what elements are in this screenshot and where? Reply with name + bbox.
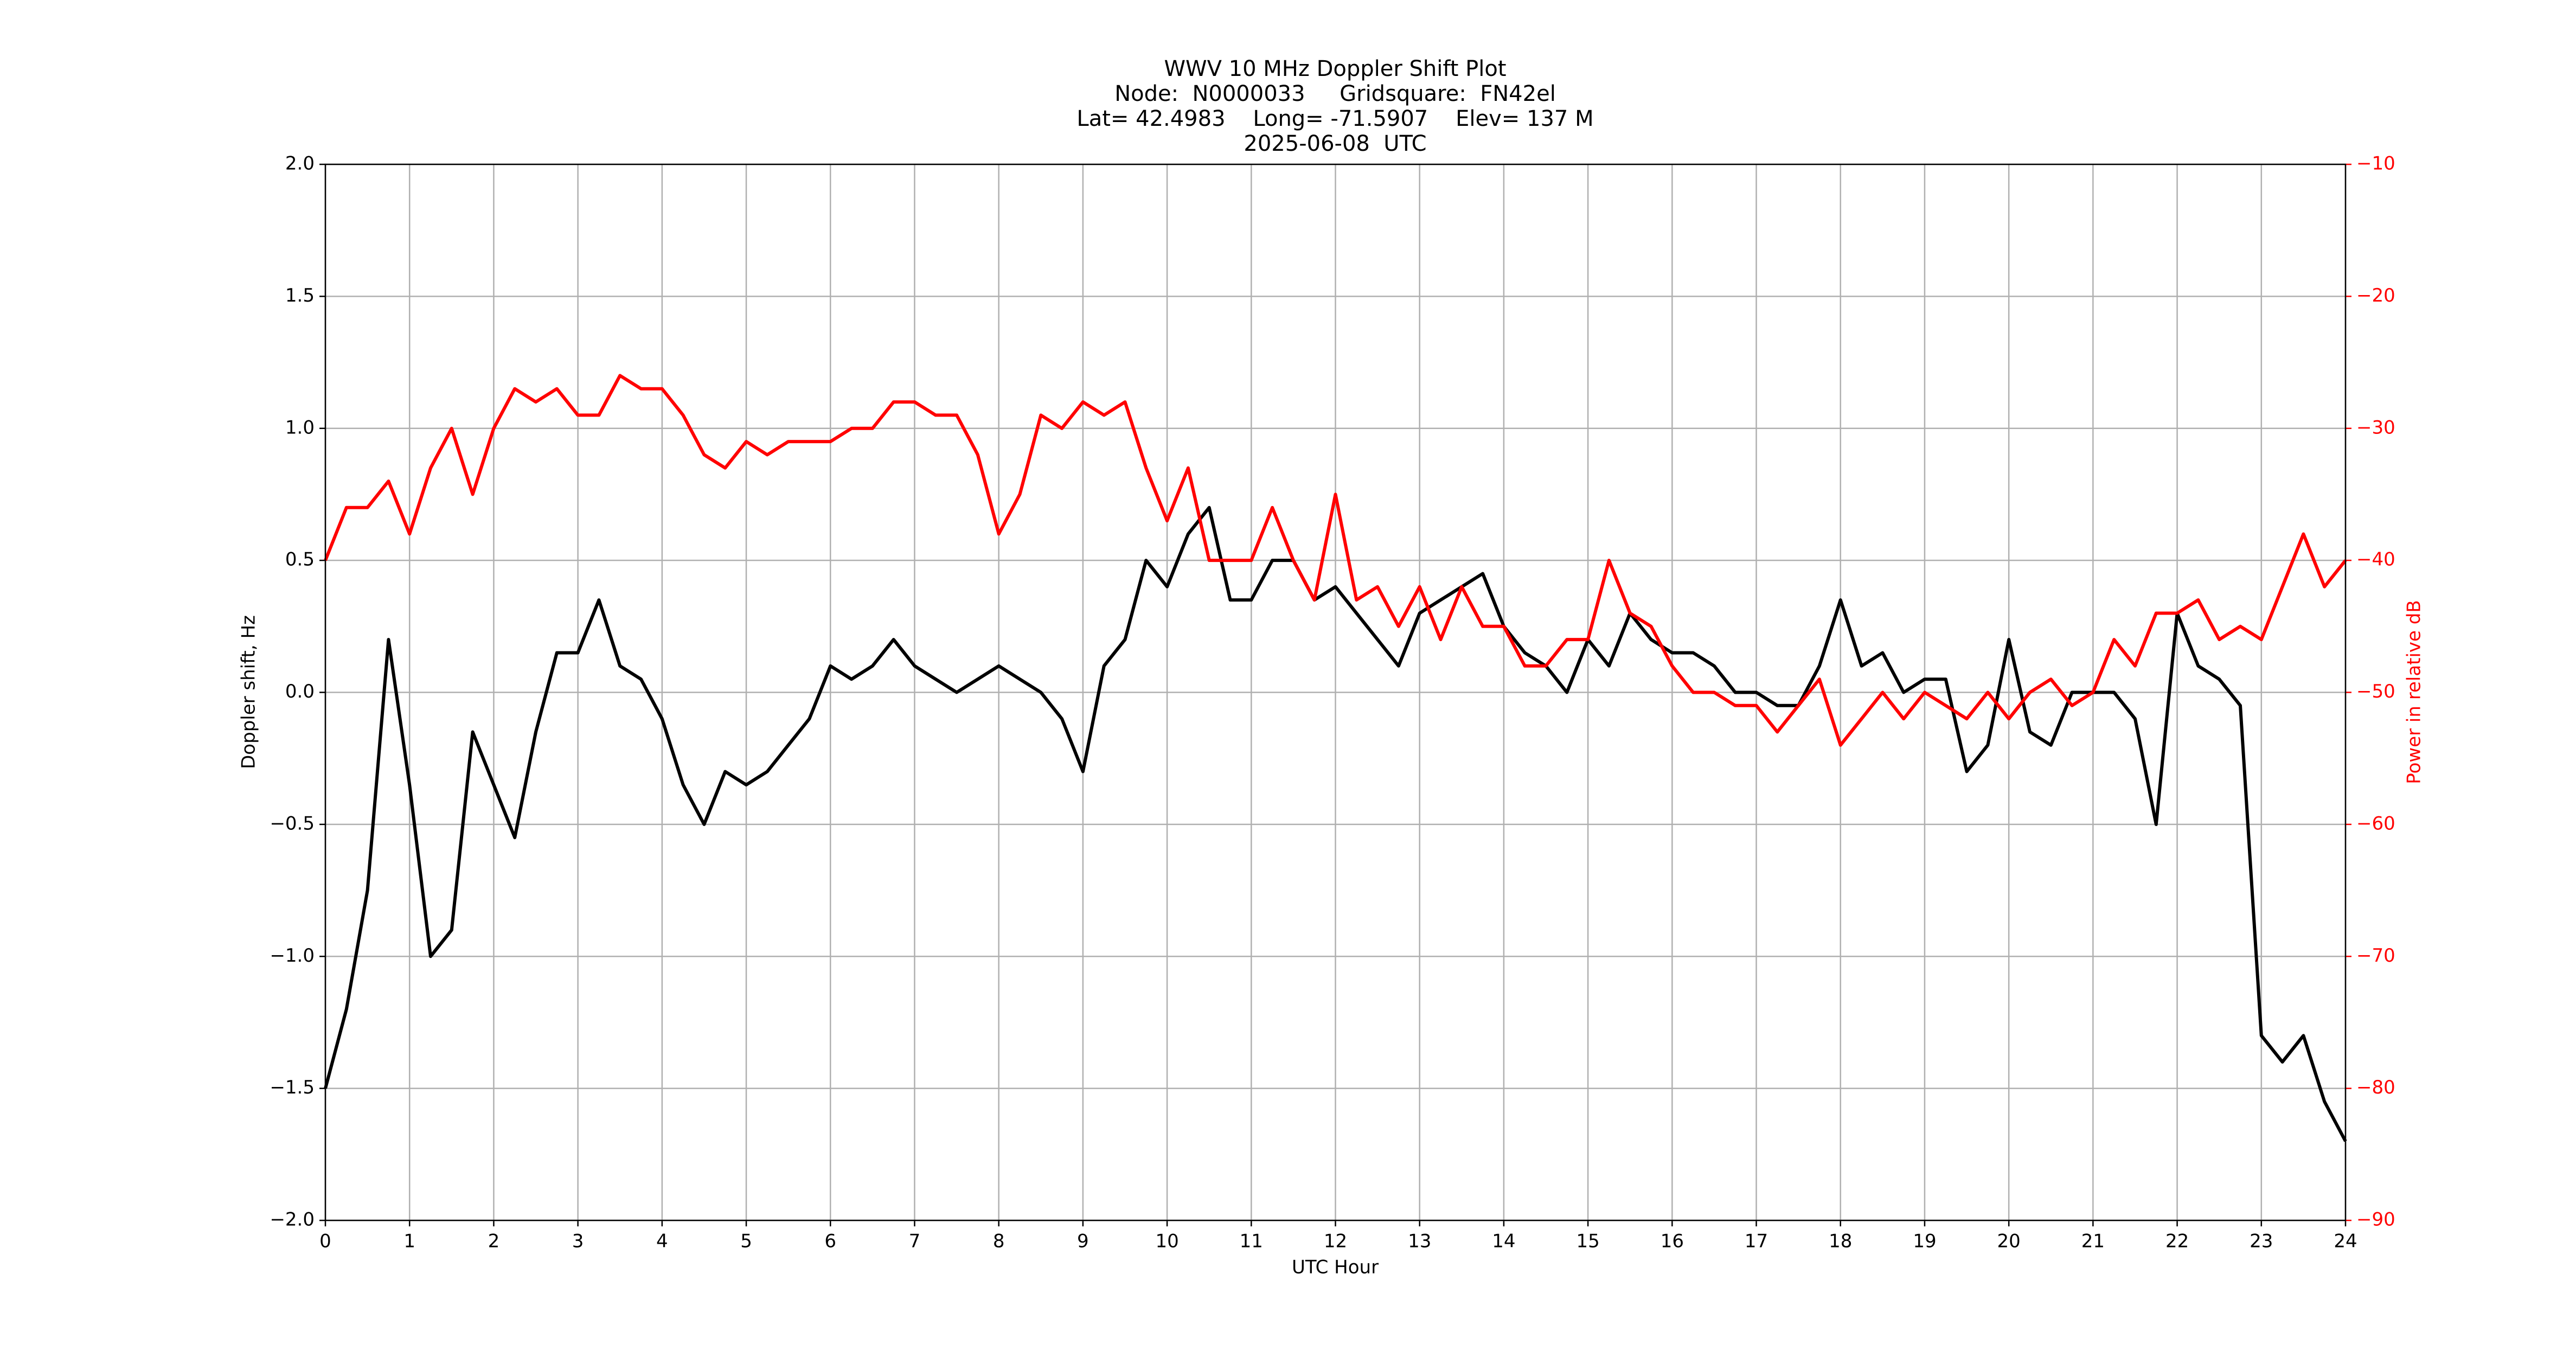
chart-subtitle: Node: N0000033 Gridsquare: FN42el [1114, 81, 1556, 106]
x-tick-label: 17 [1745, 1231, 1768, 1252]
x-tick-label: 16 [1661, 1231, 1684, 1252]
x-tick-label: 20 [1997, 1231, 2021, 1252]
y2-tick-label: −70 [2356, 945, 2395, 967]
x-tick-label: 24 [2334, 1231, 2357, 1252]
x-tick-label: 8 [993, 1231, 1005, 1252]
y-tick-label: −1.0 [270, 945, 315, 967]
x-tick-label: 3 [572, 1231, 584, 1252]
x-tick-label: 19 [1913, 1231, 1936, 1252]
x-tick-label: 15 [1576, 1231, 1599, 1252]
y-tick-label: 0.5 [285, 549, 315, 571]
x-axis-label: UTC Hour [1292, 1257, 1379, 1278]
x-tick-label: 5 [740, 1231, 752, 1252]
x-tick-label: 9 [1077, 1231, 1089, 1252]
chart-subtitle: 2025-06-08 UTC [1244, 131, 1426, 156]
x-tick-label: 18 [1829, 1231, 1852, 1252]
x-tick-label: 4 [656, 1231, 668, 1252]
x-tick-label: 1 [403, 1231, 415, 1252]
x-tick-label: 6 [824, 1231, 836, 1252]
y2-tick-label: −80 [2356, 1077, 2395, 1098]
x-tick-label: 11 [1240, 1231, 1263, 1252]
y-tick-label: 1.5 [285, 285, 315, 306]
chart-subtitle: Lat= 42.4983 Long= -71.5907 Elev= 137 M [1076, 106, 1593, 131]
x-tick-label: 23 [2250, 1231, 2273, 1252]
y2-tick-label: −50 [2356, 681, 2395, 702]
y-tick-label: 2.0 [285, 153, 315, 175]
y-tick-label: −1.5 [270, 1077, 315, 1098]
y2-tick-label: −30 [2356, 417, 2395, 438]
y2-tick-label: −90 [2356, 1209, 2395, 1231]
x-tick-label: 10 [1155, 1231, 1178, 1252]
x-tick-label: 7 [909, 1231, 921, 1252]
plot-frame [324, 163, 2347, 1221]
x-tick-label: 13 [1408, 1231, 1431, 1252]
series-line [324, 374, 2347, 747]
x-tick-label: 21 [2081, 1231, 2105, 1252]
y2-tick-label: −60 [2356, 813, 2395, 834]
x-tick-label: 22 [2165, 1231, 2189, 1252]
y-tick-label: −0.5 [270, 813, 315, 834]
y-axis-label: Doppler shift, Hz [238, 615, 260, 769]
y2-tick-label: −20 [2356, 285, 2395, 306]
y2-axis-label: Power in relative dB [2404, 600, 2425, 784]
y-tick-label: 0.0 [285, 681, 315, 702]
y2-tick-label: −10 [2356, 153, 2395, 175]
chart-title: WWV 10 MHz Doppler Shift Plot [1164, 56, 1506, 81]
y-tick-label: −2.0 [270, 1209, 315, 1231]
y-tick-label: 1.0 [285, 417, 315, 438]
series-line [324, 506, 2347, 1142]
x-tick-label: 0 [319, 1231, 331, 1252]
x-tick-label: 2 [488, 1231, 500, 1252]
x-tick-label: 14 [1492, 1231, 1515, 1252]
x-tick-label: 12 [1324, 1231, 1347, 1252]
y2-tick-label: −40 [2356, 549, 2395, 571]
